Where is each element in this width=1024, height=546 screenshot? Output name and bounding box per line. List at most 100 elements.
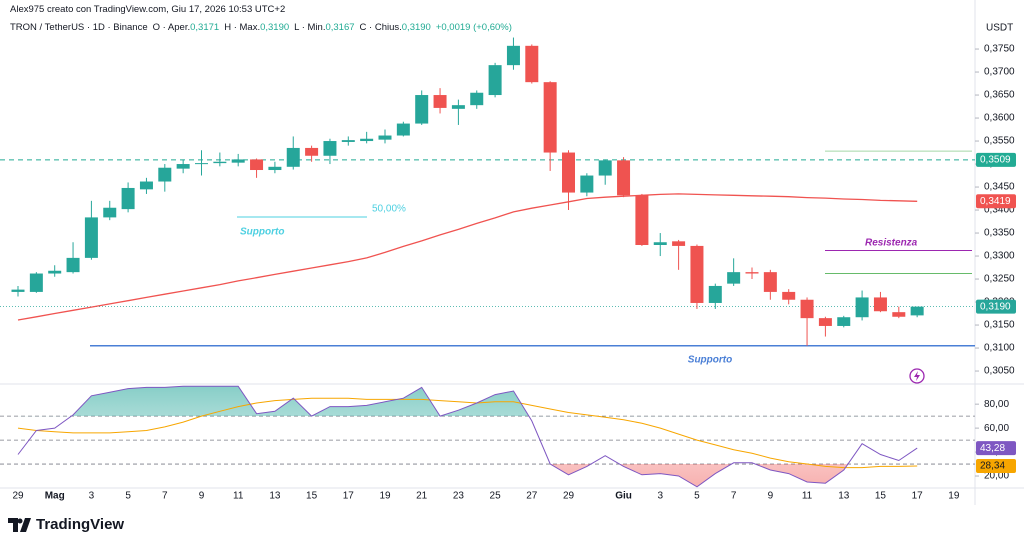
- candle-body: [525, 45, 539, 83]
- candle-body: [818, 318, 832, 326]
- x-tick-label: 29: [12, 491, 24, 502]
- last-price-label-box: [976, 299, 1016, 314]
- candle-body: [341, 140, 355, 142]
- rsi-tick-label: 60,00: [984, 423, 1009, 434]
- x-tick-label: 15: [875, 491, 887, 502]
- candle-body: [910, 306, 924, 316]
- x-tick-label: 21: [416, 491, 428, 502]
- candle-body: [396, 123, 410, 136]
- candle-body: [782, 291, 796, 300]
- x-tick-label: 9: [768, 491, 774, 502]
- candle-body: [84, 217, 98, 258]
- x-tick-label: 29: [563, 491, 575, 502]
- rsi-line: [17, 385, 918, 488]
- x-tick-label: Giu: [615, 491, 632, 502]
- candle-body: [745, 272, 759, 274]
- candle-body: [763, 272, 777, 292]
- y-tick-label: 0,3050: [984, 366, 1015, 377]
- x-tick-label: 15: [306, 491, 318, 502]
- x-tick-label: 9: [199, 491, 205, 502]
- y-tick-label: 0,3400: [984, 205, 1015, 216]
- candle-body: [635, 195, 649, 245]
- y-tick-label: 0,3550: [984, 136, 1015, 147]
- level-note: 50,00%: [372, 204, 406, 215]
- y-tick-label: 0,3450: [984, 182, 1015, 193]
- rsi-ma-label: 28,34: [980, 461, 1005, 472]
- ma-price-label: 0,3419: [980, 196, 1011, 207]
- candle-body: [672, 241, 686, 246]
- level-text: Supporto: [688, 355, 732, 366]
- rsi-overbought-fill: [71, 386, 529, 417]
- y-tick-label: 0,3150: [984, 320, 1015, 331]
- candle-body: [139, 181, 153, 190]
- rsi-oversold-fill: [18, 464, 918, 487]
- rsi-tick-label: 20,00: [984, 471, 1009, 482]
- candle-body: [562, 152, 575, 193]
- x-tick-label: 11: [233, 491, 244, 502]
- candle-body: [323, 141, 337, 156]
- y-tick-label: 0,3100: [984, 343, 1015, 354]
- candle-body: [451, 105, 465, 109]
- candle-body: [268, 166, 282, 171]
- header: TRON / TetherUS · 1D · Binance O · Aper.0…: [10, 22, 512, 33]
- x-tick-label: Mag: [45, 491, 65, 502]
- x-tick-label: 19: [948, 491, 960, 502]
- currency: USDT: [986, 23, 1013, 34]
- candle-body: [708, 285, 722, 303]
- candle-body: [580, 175, 594, 193]
- candle-body: [855, 297, 869, 318]
- candle-body: [415, 95, 429, 124]
- candle-body: [433, 95, 447, 108]
- candle-body: [727, 272, 741, 284]
- x-tick-label: 23: [453, 491, 465, 502]
- last-price-label: 0,3190: [980, 301, 1011, 312]
- candle-body: [690, 245, 704, 303]
- candle-body: [231, 159, 245, 163]
- x-tick-label: 11: [802, 491, 813, 502]
- level-text: Supporto: [240, 227, 284, 238]
- candle-body: [195, 163, 208, 165]
- candle-body: [598, 160, 612, 176]
- level-price-label-box: [976, 152, 1016, 167]
- candle-body: [617, 160, 631, 196]
- x-tick-label: 7: [162, 491, 168, 502]
- level-text: Resistenza: [865, 238, 918, 249]
- y-tick-label: 0,3600: [984, 113, 1015, 124]
- x-tick-label: 3: [89, 491, 95, 502]
- y-tick-label: 0,3350: [984, 228, 1015, 239]
- y-tick-label: 0,3250: [984, 274, 1015, 285]
- logo: TradingView: [8, 516, 124, 533]
- x-tick-label: 13: [838, 491, 850, 502]
- ohlc-key: O · Aper.: [152, 22, 191, 33]
- candle-body: [873, 297, 887, 312]
- rsi-ma-label-box: [976, 459, 1016, 474]
- alert-icon[interactable]: [909, 368, 925, 384]
- candle-body: [892, 312, 906, 317]
- x-tick-label: 25: [490, 491, 502, 502]
- ohlc-value: +0,0019 (+0,60%): [435, 22, 512, 33]
- ohlc-key: C · Chius.: [359, 22, 402, 33]
- moving-average: [17, 193, 918, 321]
- candle-body: [506, 45, 520, 66]
- candle-body: [305, 147, 319, 156]
- ma-price-label-box: [976, 194, 1016, 209]
- candle-body: [158, 167, 172, 182]
- x-tick-label: 13: [269, 491, 281, 502]
- x-tick-label: 17: [912, 491, 924, 502]
- ohlc-value: 0,3167: [325, 22, 355, 33]
- rsi-value-label: 43,28: [980, 443, 1005, 454]
- y-tick-label: 0,3750: [984, 44, 1015, 55]
- ohlc-value: 0,3190: [260, 22, 290, 33]
- ohlc-key: H · Max.: [224, 22, 261, 33]
- candle-body: [360, 138, 374, 142]
- candle-body: [29, 273, 43, 292]
- ohlc-key: L · Min.: [294, 22, 326, 33]
- candle-body: [48, 270, 62, 274]
- ohlc-value: 0,3171: [190, 22, 220, 33]
- y-tick-label: 0,3300: [984, 251, 1015, 262]
- candle-body: [488, 65, 502, 96]
- y-tick-label: 0,3650: [984, 90, 1015, 101]
- x-tick-label: 17: [343, 491, 355, 502]
- ohlc-value: 0,3190: [401, 22, 431, 33]
